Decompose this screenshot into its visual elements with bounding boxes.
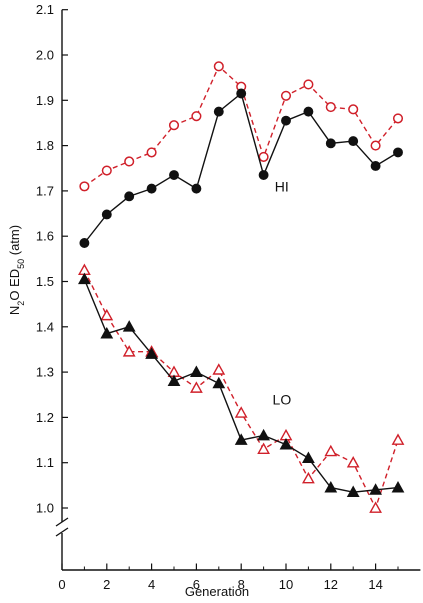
y-tick-label: 1.3 bbox=[36, 365, 54, 380]
data-point bbox=[348, 136, 359, 147]
y-axis-label: N2O ED50 (atm) bbox=[7, 225, 26, 315]
data-point bbox=[258, 170, 269, 180]
data-point bbox=[168, 120, 180, 131]
data-point bbox=[100, 308, 114, 321]
y-tick-label: 1.8 bbox=[36, 138, 54, 153]
data-point bbox=[393, 147, 403, 158]
series-1 bbox=[79, 88, 403, 248]
series-line bbox=[83, 92, 399, 244]
data-point bbox=[212, 376, 226, 389]
data-point bbox=[78, 272, 91, 285]
y-tick-label: 1.6 bbox=[36, 229, 54, 244]
annotation-label: LO bbox=[273, 391, 292, 407]
data-point bbox=[303, 79, 314, 90]
y-tick-label: 1.5 bbox=[36, 274, 54, 289]
x-tick-label: 6 bbox=[193, 577, 200, 592]
data-point bbox=[257, 428, 270, 441]
data-point bbox=[234, 433, 248, 445]
data-point bbox=[212, 363, 226, 375]
data-point bbox=[324, 444, 338, 457]
data-point bbox=[303, 106, 314, 117]
annotations: HI LO bbox=[273, 178, 292, 407]
y-tick-label: 2.1 bbox=[36, 2, 54, 17]
data-point bbox=[302, 471, 315, 484]
y-tick-label: 1.0 bbox=[36, 501, 54, 516]
y-tick-label: 1.9 bbox=[36, 93, 54, 108]
data-point bbox=[325, 102, 336, 113]
y-tick-label: 1.4 bbox=[36, 319, 54, 334]
data-point bbox=[234, 406, 248, 418]
series-3 bbox=[78, 272, 405, 498]
data-point bbox=[392, 113, 404, 124]
data-point bbox=[324, 480, 338, 493]
data-point bbox=[146, 147, 157, 158]
x-tick-label: 2 bbox=[103, 577, 110, 592]
data-point bbox=[190, 381, 203, 393]
x-tick-label: 10 bbox=[279, 577, 293, 592]
data-point bbox=[122, 345, 136, 357]
data-point bbox=[79, 238, 90, 248]
series-2 bbox=[78, 263, 405, 513]
data-point bbox=[280, 90, 292, 101]
data-point bbox=[369, 483, 382, 495]
data-point bbox=[370, 161, 381, 171]
data-point bbox=[391, 480, 405, 493]
data-point bbox=[167, 374, 181, 387]
data-point bbox=[100, 326, 114, 339]
data-point bbox=[302, 451, 315, 464]
data-point bbox=[101, 165, 112, 176]
x-tick-label: 8 bbox=[238, 577, 245, 592]
axis-break-mark bbox=[55, 517, 69, 527]
series-line bbox=[83, 269, 399, 510]
x-axis-label: Generation bbox=[185, 584, 249, 599]
series-group bbox=[78, 61, 405, 513]
data-point bbox=[122, 320, 136, 332]
series-line bbox=[83, 65, 399, 187]
y-tick-label: 1.2 bbox=[36, 410, 54, 425]
data-point bbox=[169, 170, 179, 180]
series-0 bbox=[79, 61, 404, 192]
data-point bbox=[124, 156, 135, 167]
axes: 1.0 1.1 1.2 1.3 1.4 1.5 1.6 1.7 1.8 1.9 2.0 2.1 0 2 4 6… bbox=[36, 2, 421, 592]
data-point bbox=[213, 61, 224, 72]
axis-break-mark bbox=[55, 527, 69, 537]
data-point bbox=[391, 433, 405, 445]
data-point bbox=[369, 501, 382, 513]
data-point bbox=[258, 151, 269, 162]
x-tick-label: 14 bbox=[368, 577, 382, 592]
data-point bbox=[213, 106, 224, 117]
y-tick-label: 2.0 bbox=[36, 48, 54, 63]
x-tick-label: 4 bbox=[148, 577, 155, 592]
data-point bbox=[279, 437, 293, 450]
y-tick-label: 1.1 bbox=[36, 455, 54, 470]
data-point bbox=[124, 191, 135, 202]
data-point bbox=[281, 115, 291, 126]
data-point bbox=[191, 183, 202, 194]
y-tick-label: 1.7 bbox=[36, 183, 54, 198]
data-point bbox=[145, 347, 158, 359]
data-point bbox=[257, 442, 270, 454]
x-tick-label: 12 bbox=[324, 577, 338, 592]
data-point bbox=[236, 88, 247, 99]
data-point bbox=[101, 209, 112, 220]
data-point bbox=[79, 181, 90, 192]
data-point bbox=[146, 183, 157, 194]
data-point bbox=[348, 104, 359, 115]
data-point bbox=[325, 138, 336, 149]
data-point bbox=[190, 365, 203, 377]
annotation-label: HI bbox=[275, 178, 289, 194]
data-point bbox=[370, 140, 381, 151]
data-point bbox=[346, 456, 360, 468]
x-tick-label: 0 bbox=[58, 577, 65, 592]
data-point bbox=[191, 111, 202, 122]
data-point bbox=[346, 485, 360, 498]
